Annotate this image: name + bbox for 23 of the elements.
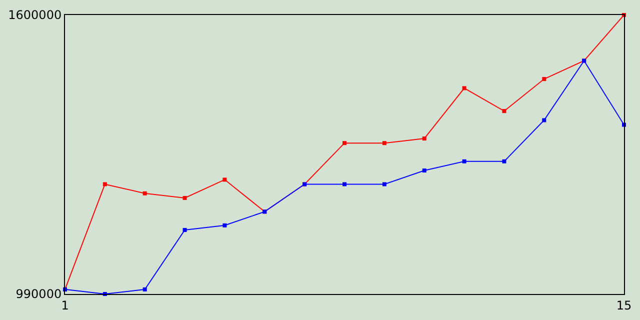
x-tick-label: 1 (61, 298, 69, 312)
point (502, 109, 506, 114)
point (422, 168, 426, 173)
point (342, 141, 346, 146)
x-tick-label: 15 (616, 298, 632, 312)
point (142, 191, 147, 196)
y-tick-label: 990000 (16, 287, 62, 302)
point (102, 182, 107, 186)
point (462, 159, 466, 164)
point (382, 182, 386, 186)
point (462, 86, 466, 90)
point (542, 77, 546, 82)
point (502, 159, 506, 164)
point (182, 196, 187, 200)
point (222, 178, 227, 182)
point (422, 136, 426, 140)
point (342, 182, 346, 186)
point (542, 118, 546, 122)
point (142, 287, 147, 292)
point (382, 141, 386, 146)
point (182, 228, 187, 232)
point (222, 223, 227, 228)
y-tick-label: 1600000 (8, 8, 62, 22)
